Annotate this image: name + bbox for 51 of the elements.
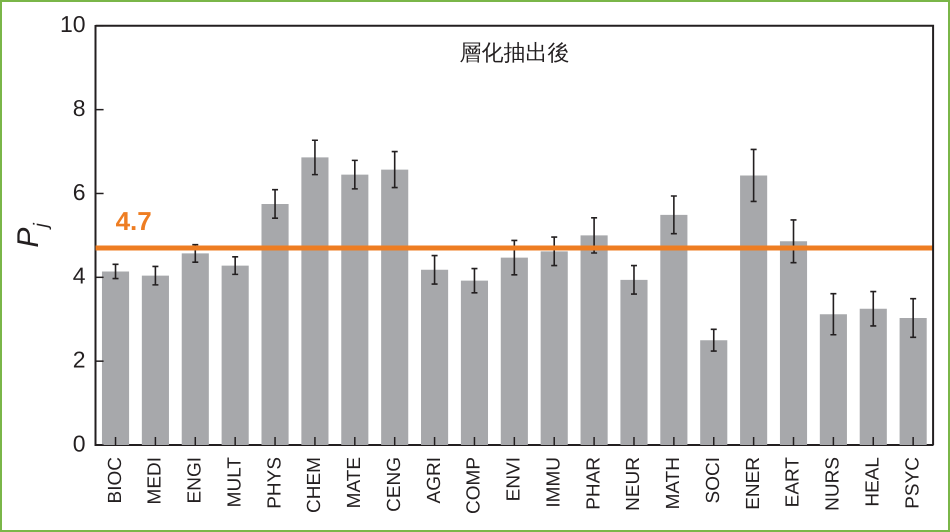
- y-tick-label: 8: [72, 94, 86, 121]
- x-tick-label: CHEM: [304, 457, 326, 513]
- bar: [500, 258, 528, 445]
- bar: [102, 271, 130, 445]
- text: 層化抽出後: [459, 40, 570, 65]
- x-tick-label: MULT: [224, 456, 246, 508]
- x-tick-label: PSYC: [902, 457, 924, 509]
- x-tick-label: NURS: [822, 457, 844, 511]
- x-tick-label: BIOC: [104, 457, 126, 504]
- y-tick-label: 2: [72, 346, 86, 373]
- x-tick-label: ENGI: [184, 457, 206, 504]
- bar: [301, 157, 328, 445]
- y-tick-label: 10: [60, 11, 86, 38]
- bar: [700, 340, 728, 445]
- x-tick-label: EART: [782, 456, 804, 508]
- bar: [860, 308, 887, 445]
- x-tick-label: PHAR: [583, 457, 604, 510]
- bar: [261, 204, 289, 445]
- bar: [341, 174, 368, 445]
- x-tick-label: COMP: [464, 457, 485, 514]
- x-tick-label: HEAL: [862, 457, 884, 507]
- x-tick-label: MATH: [663, 457, 684, 510]
- bar: [780, 241, 808, 445]
- ref-line-label: 4.7: [116, 206, 152, 236]
- x-tick-label: MEDI: [144, 457, 166, 504]
- bar: [142, 276, 169, 445]
- bar: [580, 235, 608, 445]
- x-tick-label: MATE: [344, 457, 366, 508]
- x-tick-label: NEUR: [623, 457, 644, 511]
- bar: [421, 270, 448, 445]
- bar: [900, 318, 927, 445]
- bar: [620, 280, 648, 445]
- x-tick-label: AGRI: [424, 457, 445, 504]
- y-tick-label: 6: [72, 178, 86, 205]
- bar: [182, 253, 209, 445]
- x-tick-label: PHYS: [264, 457, 286, 509]
- bar: [460, 280, 488, 445]
- bar: [222, 266, 249, 445]
- bar: [820, 314, 847, 445]
- y-tick-label: 4: [72, 262, 86, 289]
- bar: [740, 175, 768, 445]
- y-tick-label: 0: [72, 430, 86, 456]
- x-tick-label: SOCI: [702, 457, 724, 504]
- x-tick-label: ENVI: [504, 457, 525, 502]
- y-axis-title: Pj: [12, 222, 52, 248]
- bar: [660, 214, 688, 445]
- bar: [540, 251, 568, 445]
- x-tick-label: CENG: [384, 457, 405, 512]
- x-tick-label: IMMU: [543, 457, 564, 508]
- bar: [381, 170, 408, 445]
- x-tick-label: ENER: [742, 457, 764, 510]
